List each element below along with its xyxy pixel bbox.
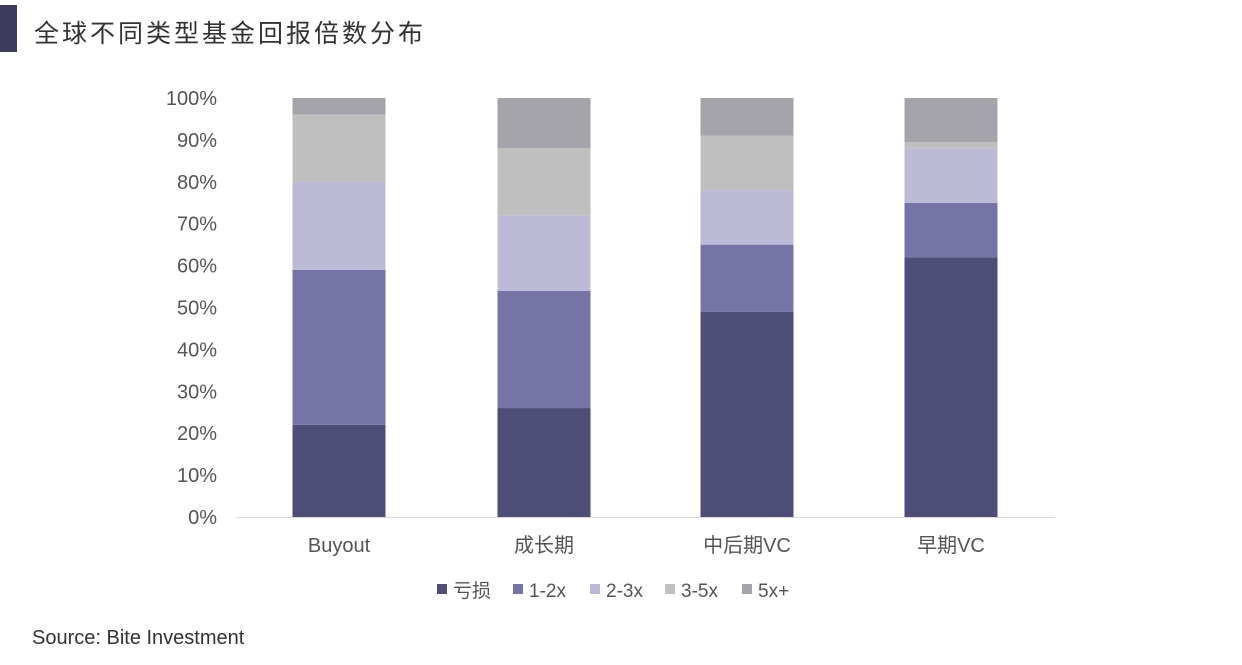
- y-tick-label: 70%: [177, 214, 217, 236]
- x-tick-label: 成长期: [514, 534, 574, 557]
- y-tick-label: 60%: [177, 256, 217, 278]
- bar-segment-2-3x: [700, 190, 794, 245]
- bar-segment-亏损: [497, 408, 591, 517]
- y-tick-label: 40%: [177, 339, 217, 361]
- legend-label: 1-2x: [529, 581, 566, 602]
- bar-segment-5x+: [700, 98, 794, 136]
- legend-label: 亏损: [453, 580, 491, 602]
- bar-segment-亏损: [904, 257, 998, 517]
- bar-segment-亏损: [700, 311, 794, 517]
- legend-label: 2-3x: [606, 581, 643, 602]
- bar-segment-1-2x: [904, 202, 998, 258]
- bar-segment-3-5x: [292, 114, 386, 182]
- chart-title: 全球不同类型基金回报倍数分布: [34, 19, 427, 48]
- bar-segment-1-2x: [292, 269, 386, 425]
- bar-segment-亏损: [292, 424, 386, 517]
- source-note: Source: Bite Investment: [32, 627, 245, 649]
- y-tick-label: 80%: [177, 172, 217, 194]
- legend-swatch: [590, 584, 600, 594]
- y-tick-label: 0%: [188, 507, 217, 529]
- bar-segment-5x+: [497, 98, 591, 149]
- bar-segment-2-3x: [497, 215, 591, 291]
- title-accent-bar: [0, 5, 17, 52]
- legend-swatch: [742, 584, 752, 594]
- y-tick-label: 10%: [177, 465, 217, 487]
- x-tick-label: 中后期VC: [703, 534, 791, 557]
- y-tick-label: 20%: [177, 423, 217, 445]
- legend-swatch: [437, 584, 447, 594]
- bar-segment-1-2x: [497, 290, 591, 409]
- bar-segment-2-3x: [292, 181, 386, 270]
- legend-swatch: [665, 584, 675, 594]
- legend-label: 3-5x: [681, 581, 718, 602]
- bar-segment-5x+: [292, 98, 386, 115]
- bar-segment-3-5x: [904, 141, 998, 149]
- legend-swatch: [513, 584, 523, 594]
- y-tick-label: 100%: [166, 88, 217, 110]
- bar-segment-5x+: [904, 98, 998, 142]
- bar-segment-3-5x: [700, 135, 794, 191]
- y-tick-label: 50%: [177, 298, 217, 320]
- bar-segment-3-5x: [497, 148, 591, 216]
- x-tick-label: Buyout: [308, 535, 371, 557]
- bar-segment-1-2x: [700, 244, 794, 312]
- bar-segment-2-3x: [904, 148, 998, 203]
- legend-label: 5x+: [758, 581, 789, 602]
- y-tick-label: 30%: [177, 381, 217, 403]
- x-tick-label: 早期VC: [917, 535, 985, 557]
- y-tick-label: 90%: [177, 130, 217, 152]
